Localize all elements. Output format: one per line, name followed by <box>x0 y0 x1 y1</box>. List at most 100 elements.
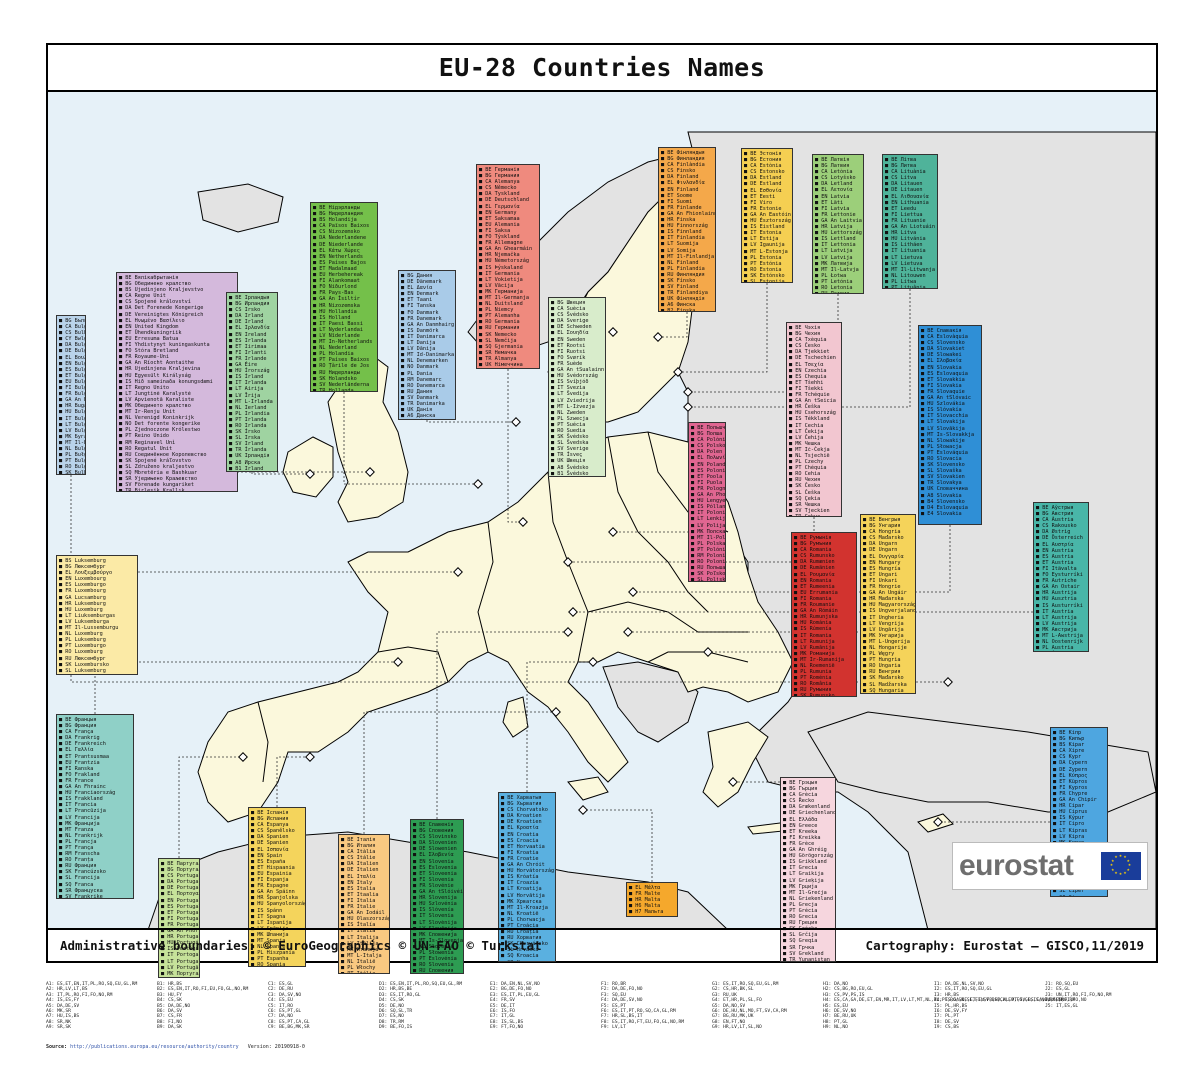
legend-entry: ■ FR Slovénie <box>413 882 454 889</box>
marker-mt[interactable] <box>578 805 588 815</box>
legend-entry: ■ B4 Slovensko <box>921 498 965 505</box>
marker-si[interactable] <box>563 627 573 637</box>
marker-el[interactable] <box>728 777 738 787</box>
legend-entry: ■ HU Franciaország <box>59 790 116 797</box>
marker-uk[interactable] <box>365 467 375 477</box>
legend-entry: ■ HR Cipar <box>1053 803 1085 810</box>
legend-entry: ■ SL Luksemburg <box>59 667 106 674</box>
legend-entry: ■ BG Унгария <box>863 523 901 530</box>
legend-entry: ■ HR Bugarska <box>59 403 86 410</box>
marker-ie[interactable] <box>305 469 315 479</box>
legend-entry: ■ LT Čekija <box>789 428 824 435</box>
leader-line-pt <box>178 756 243 858</box>
legend-entry: ■ BE Эстонія <box>744 151 782 157</box>
legend-entry: ■ DA Slovenien <box>413 840 457 847</box>
marker-bg[interactable] <box>943 677 953 687</box>
legend-entry: ■ IS Þýskaland <box>479 264 523 271</box>
legend-entry: ■ BE Італія <box>341 837 376 843</box>
marker-at[interactable] <box>568 607 578 617</box>
legend-entry: ■ EL Ιρλανδία <box>229 325 270 332</box>
legend-entry: ■ MT Iċ-Ċekja <box>789 446 830 453</box>
legend-entry: ■ EN Poland <box>691 461 726 468</box>
marker-lu[interactable] <box>453 567 463 577</box>
legend-entry: ■ IT Lettonia <box>815 242 856 249</box>
legend-entry: ■ LV Portugāle <box>161 964 199 971</box>
legend-entry: ■ RO Suedia <box>551 427 586 434</box>
legend-entry: ■ A8 Dánsko <box>401 419 453 420</box>
legend-entry: ■ CS Finsko <box>661 168 696 175</box>
marker-pl[interactable] <box>608 527 618 537</box>
legend-entry: ■ BE Грэцыя <box>783 780 818 786</box>
legend-entry: ■ PL Bułgaria <box>59 452 86 459</box>
map-area[interactable]: ■ BG България■ CA Bulgària■ CS Bulharsko… <box>48 92 1156 978</box>
legend-entry: ■ GA An tSlóvaic <box>921 395 971 402</box>
code-row: J5: IT,ES,GL <box>1045 1003 1079 1009</box>
marker-ro[interactable] <box>703 647 713 657</box>
legend-ie: ■ BE Ірландыя ■ BG Ирландия ■ CS Irsko ■ DA… <box>226 292 278 472</box>
legend-entry: ■ FO Eysturríki <box>1036 572 1083 579</box>
legend-entry: ■ BE Германія <box>479 167 520 173</box>
legend-entry: ■ ES Hungría <box>863 565 901 572</box>
code-row: A4: IS,ES,FY <box>46 998 80 1004</box>
legend-entry: ■ IS Svíþjóð <box>551 379 589 386</box>
marker-pt[interactable] <box>238 752 248 762</box>
marker-se[interactable] <box>608 327 618 337</box>
marker-it[interactable] <box>551 707 561 717</box>
legend-entry: ■ CS Slovensko <box>921 340 965 347</box>
legend-entry: ■ LT Portugalija <box>161 958 199 965</box>
legend-entry: ■ LV Somija <box>661 247 696 254</box>
marker-nl[interactable] <box>473 479 483 489</box>
legend-entry: ■ LV Francija <box>59 814 100 821</box>
marker-cy[interactable] <box>933 817 943 827</box>
marker-es[interactable] <box>305 752 315 762</box>
legend-entry: ■ SV Slovakien <box>921 474 965 481</box>
legend-entry: ■ HU Horvátország <box>501 868 555 875</box>
code-row: B8: FI,NO <box>157 1019 182 1025</box>
legend-entry: ■ EN Denmark <box>401 291 439 298</box>
marker-lv[interactable] <box>683 387 693 397</box>
leader-line-es <box>276 756 310 807</box>
europe-map[interactable] <box>48 92 1156 930</box>
marker-hu[interactable] <box>623 627 633 637</box>
marker-dk[interactable] <box>511 417 521 427</box>
code-row: C7: DA,NO <box>268 1014 293 1020</box>
legend-entry: ■ GA Lucsamburg <box>59 594 106 601</box>
legend-entry: ■ LV Igaunija <box>744 242 785 249</box>
marker-lt[interactable] <box>683 402 693 412</box>
legend-entry: ■ DE Portugal <box>161 885 200 892</box>
source-line: Source: http://publications.europa.eu/re… <box>46 1044 305 1050</box>
legend-entry: ■ ES Italia <box>341 885 376 892</box>
legend-entry: ■ PL Luksemburg <box>59 637 106 644</box>
legend-entry: ■ DE Deutschland <box>479 197 529 204</box>
legend-entry: ■ GA An Spáinn <box>251 889 295 896</box>
legend-entry: ■ BG Хърватия <box>501 801 542 808</box>
legend-entry: ■ DA Østrig <box>1036 529 1071 536</box>
legend-si: ■ BE Славенія ■ BG Словения ■ CS Slovinsko… <box>410 819 464 974</box>
source-link[interactable]: http://publications.europa.eu/resource/a… <box>70 1044 239 1050</box>
legend-entry: ■ DE Tschechien <box>789 355 836 362</box>
marker-cz[interactable] <box>563 557 573 567</box>
marker-de[interactable] <box>518 517 528 527</box>
legend-entry: ■ FI Itävalta <box>1036 565 1077 572</box>
legend-entry: ■ CA Bulgària <box>59 324 86 331</box>
legend-entry: ■ CA Grècia <box>783 792 818 799</box>
legend-entry: ■ PT Eslovénia <box>413 956 457 963</box>
marker-ee[interactable] <box>673 367 683 377</box>
legend-entry: ■ TR Yunanistan <box>783 956 830 962</box>
marker-hr[interactable] <box>588 657 598 667</box>
leader-line-nl <box>343 392 478 485</box>
legend-entry: ■ IS Lettland <box>815 236 856 243</box>
legend-entry: ■ RU Словения <box>413 968 454 974</box>
legend-entry: ■ EL Ελλάδα <box>783 816 818 823</box>
marker-sk[interactable] <box>628 587 638 597</box>
legend-entry: ■ IS Hið sameinaða konungsdæmi <box>119 378 213 385</box>
legend-entry: ■ PL Szwecja <box>551 415 589 422</box>
legend-entry: ■ GA An Pholainn <box>691 492 726 499</box>
marker-fr[interactable] <box>393 657 403 667</box>
legend-entry: ■ LV Bulgārija <box>59 427 86 434</box>
legend-entry: ■ NL Slovenië <box>413 943 454 950</box>
legend-entry: ■ BE Венгрыя <box>863 517 901 523</box>
marker-fi[interactable] <box>653 332 663 342</box>
legend-entry: ■ EL Λουξεμβούργο <box>59 570 113 577</box>
code-row: A7: HU,IS,BS <box>46 1014 80 1020</box>
